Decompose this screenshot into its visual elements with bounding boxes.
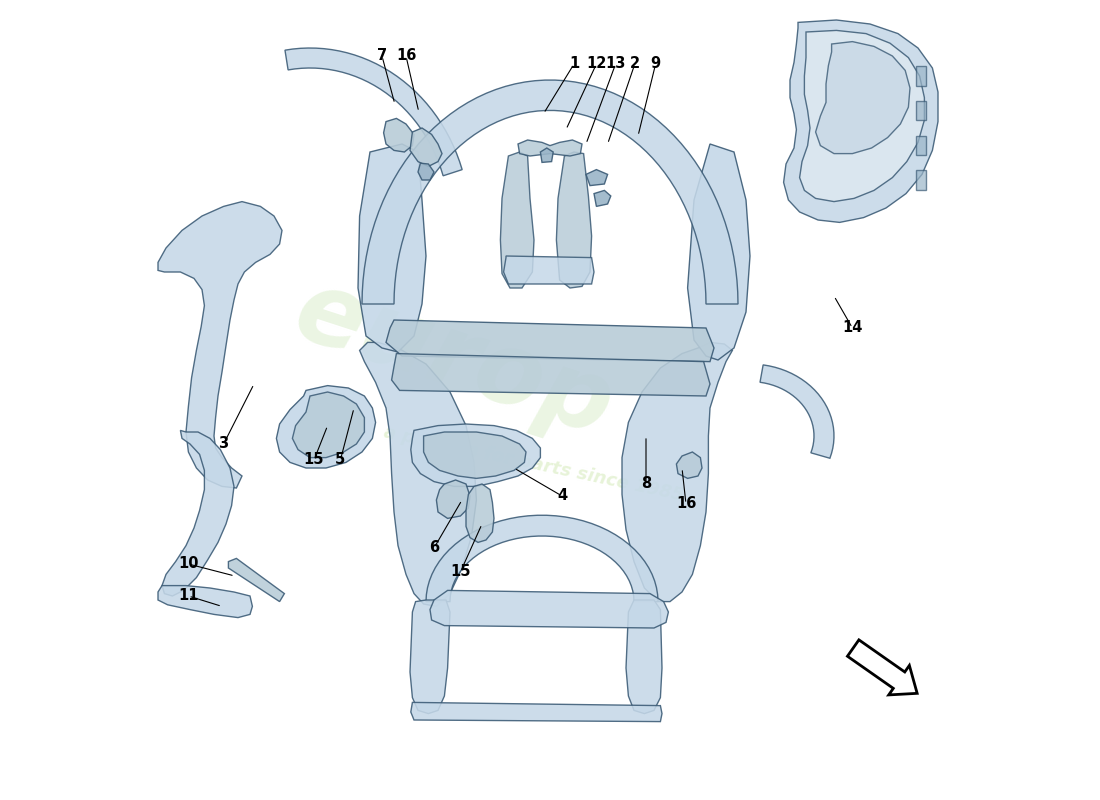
- Text: a passion for parts since 1985: a passion for parts since 1985: [383, 423, 685, 505]
- Text: 8: 8: [641, 477, 651, 491]
- Polygon shape: [760, 365, 834, 458]
- Polygon shape: [557, 152, 592, 288]
- Polygon shape: [430, 590, 669, 628]
- Polygon shape: [424, 432, 526, 478]
- Polygon shape: [392, 354, 710, 396]
- Polygon shape: [916, 170, 926, 190]
- Polygon shape: [158, 202, 282, 488]
- Text: europ: europ: [283, 263, 626, 457]
- Polygon shape: [386, 320, 714, 362]
- Polygon shape: [426, 515, 658, 602]
- Polygon shape: [504, 256, 594, 284]
- Polygon shape: [466, 484, 494, 542]
- Polygon shape: [621, 342, 733, 602]
- Polygon shape: [410, 424, 540, 486]
- Text: 4: 4: [557, 489, 568, 503]
- Text: 15: 15: [304, 453, 324, 467]
- Polygon shape: [162, 430, 234, 596]
- Text: 9: 9: [650, 57, 661, 71]
- Polygon shape: [360, 342, 476, 606]
- Text: 16: 16: [675, 497, 696, 511]
- Polygon shape: [540, 148, 553, 162]
- Polygon shape: [410, 600, 450, 714]
- Polygon shape: [410, 128, 442, 166]
- Text: 6: 6: [429, 541, 439, 555]
- Polygon shape: [362, 80, 738, 304]
- Text: 16: 16: [396, 49, 416, 63]
- Polygon shape: [418, 163, 434, 180]
- Text: 12: 12: [586, 57, 606, 71]
- Text: 15: 15: [450, 565, 471, 579]
- Text: 2: 2: [629, 57, 640, 71]
- Polygon shape: [518, 140, 582, 156]
- Text: 14: 14: [843, 321, 862, 335]
- Polygon shape: [293, 392, 364, 458]
- Polygon shape: [384, 118, 414, 152]
- Text: 11: 11: [178, 589, 199, 603]
- Polygon shape: [916, 66, 926, 86]
- Text: 7: 7: [377, 49, 387, 63]
- Polygon shape: [800, 30, 924, 202]
- Text: 1: 1: [569, 57, 579, 71]
- Polygon shape: [847, 640, 917, 695]
- Polygon shape: [815, 42, 910, 154]
- Text: 10: 10: [178, 557, 199, 571]
- Polygon shape: [437, 480, 470, 518]
- Polygon shape: [158, 586, 252, 618]
- Text: 5: 5: [336, 453, 345, 467]
- Polygon shape: [285, 48, 462, 176]
- Polygon shape: [358, 144, 426, 352]
- Polygon shape: [410, 702, 662, 722]
- Text: 13: 13: [605, 57, 626, 71]
- Polygon shape: [783, 20, 938, 222]
- Polygon shape: [500, 152, 534, 288]
- Polygon shape: [916, 101, 926, 120]
- Polygon shape: [626, 600, 662, 714]
- Polygon shape: [676, 452, 702, 478]
- Polygon shape: [586, 170, 607, 186]
- Polygon shape: [229, 558, 285, 602]
- Polygon shape: [276, 386, 375, 468]
- Polygon shape: [594, 190, 610, 206]
- Polygon shape: [916, 136, 926, 155]
- Text: 3: 3: [219, 437, 229, 451]
- Polygon shape: [688, 144, 750, 360]
